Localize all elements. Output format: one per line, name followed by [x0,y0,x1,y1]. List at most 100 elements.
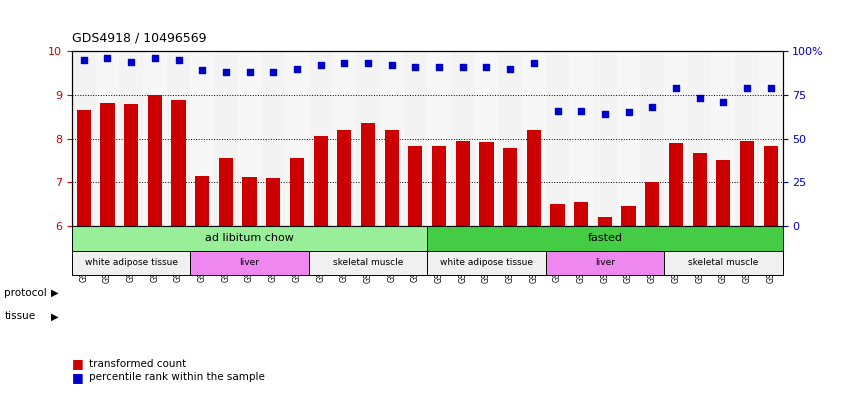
Bar [356,51,380,226]
Point [219,69,233,75]
Text: white adipose tissue: white adipose tissue [85,258,178,267]
Bar [266,178,280,393]
Bar [409,147,422,393]
Point [527,60,541,66]
Point [551,107,564,114]
Point [645,104,659,110]
Point [480,64,493,70]
Text: GDS4918 / 10496569: GDS4918 / 10496569 [72,31,206,44]
Bar [735,51,759,226]
Point [172,57,185,63]
Point [669,85,683,91]
Text: transformed count: transformed count [89,358,186,369]
Bar [764,147,777,393]
Text: ▶: ▶ [51,311,58,321]
Point [385,62,398,68]
Point [598,111,612,117]
Point [290,66,304,72]
Bar [693,152,706,393]
Bar [598,217,612,393]
Bar [214,51,238,226]
Bar [480,141,493,393]
Bar [404,51,427,226]
Bar [385,130,398,393]
Bar [338,130,351,393]
Bar [593,51,617,226]
Bar [664,251,783,275]
Bar [261,51,285,226]
Text: ■: ■ [72,357,88,370]
Bar [759,51,783,226]
Point [101,55,114,61]
Bar [148,95,162,393]
Bar [290,158,304,393]
Bar [688,51,711,226]
Point [574,107,588,114]
Bar [309,251,427,275]
Bar [522,51,546,226]
Bar [569,51,593,226]
Point [622,109,635,116]
Bar [546,251,664,275]
Point [740,85,754,91]
Bar [238,51,261,226]
Text: ■: ■ [72,371,88,384]
Point [77,57,91,63]
Bar [285,51,309,226]
Bar [456,141,470,393]
Bar [167,51,190,226]
Bar [451,51,475,226]
Bar [503,148,517,393]
Bar [77,110,91,393]
Bar [640,51,664,226]
Text: white adipose tissue: white adipose tissue [440,258,533,267]
Bar [669,143,683,393]
Bar [622,206,635,393]
Bar [574,202,588,393]
Point [338,60,351,66]
Bar [427,51,451,226]
Point [693,95,706,101]
Bar [664,51,688,226]
Bar [551,204,564,393]
Bar [309,51,332,226]
Bar [72,226,427,251]
Point [409,64,422,70]
Bar [101,103,114,393]
Point [717,99,730,105]
Bar [96,51,119,226]
Bar [314,136,327,393]
Bar [195,176,209,393]
Text: liver: liver [239,258,260,267]
Bar [380,51,404,226]
Bar [219,158,233,393]
Point [148,55,162,61]
Point [124,59,138,65]
Text: skeletal muscle: skeletal muscle [332,258,404,267]
Bar [498,51,522,226]
Bar [190,251,309,275]
Point [266,69,280,75]
Bar [72,251,190,275]
Bar [361,123,375,393]
Bar [475,51,498,226]
Bar [243,177,256,393]
Bar [172,100,185,393]
Text: fasted: fasted [587,233,623,243]
Bar [645,182,659,393]
Text: ad libitum chow: ad libitum chow [205,233,294,243]
Text: tissue: tissue [4,311,36,321]
Bar [432,147,446,393]
Bar [740,141,754,393]
Bar [617,51,640,226]
Point [243,69,256,75]
Point [456,64,470,70]
Bar [527,130,541,393]
Point [432,64,446,70]
Bar [427,226,783,251]
Point [195,67,209,73]
Text: skeletal muscle: skeletal muscle [688,258,759,267]
Point [314,62,327,68]
Text: ▶: ▶ [51,288,58,298]
Bar [143,51,167,226]
